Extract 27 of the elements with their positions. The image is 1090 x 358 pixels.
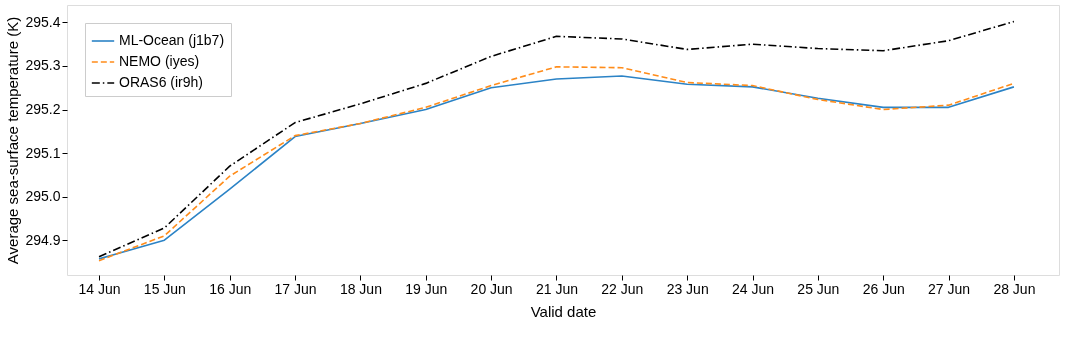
x-tick-label: 25 Jun — [797, 280, 840, 297]
legend-label: ORAS6 (ir9h) — [119, 74, 204, 90]
x-tick-label: 28 Jun — [993, 280, 1036, 297]
x-tick-label: 26 Jun — [862, 280, 905, 297]
x-tick-label: 23 Jun — [666, 280, 709, 297]
y-tick-label: 295.0 — [25, 188, 61, 205]
y-tick-label: 295.3 — [25, 57, 61, 74]
legend-label: NEMO (iyes) — [119, 53, 200, 69]
x-tick-label: 21 Jun — [535, 280, 578, 297]
x-tick-label: 20 Jun — [470, 280, 513, 297]
legend-label: ML-Ocean (j1b7) — [119, 32, 225, 48]
y-axis-title: Average sea-surface temperature (K) — [4, 16, 22, 265]
x-tick-label: 15 Jun — [143, 280, 186, 297]
x-tick-label: 18 Jun — [339, 280, 382, 297]
y-tick-label: 294.9 — [25, 231, 61, 248]
y-tick-label: 295.1 — [25, 144, 61, 161]
line-series — [98, 20, 1015, 258]
x-tick-label: 27 Jun — [928, 280, 971, 297]
x-tick-label: 17 Jun — [274, 280, 317, 297]
x-tick-label: 19 Jun — [405, 280, 448, 297]
x-tick-label: 16 Jun — [209, 280, 252, 297]
x-axis-title: Valid date — [530, 302, 597, 320]
x-tick-label: 24 Jun — [731, 280, 775, 297]
y-tick-label: 295.2 — [25, 101, 61, 118]
y-tick-label: 295.4 — [25, 13, 61, 30]
x-tick-label: 14 Jun — [78, 280, 121, 297]
x-tick-label: 22 Jun — [601, 280, 644, 297]
